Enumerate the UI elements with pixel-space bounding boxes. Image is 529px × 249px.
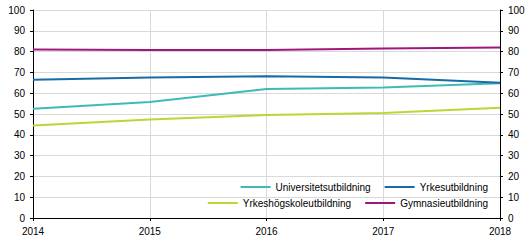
svg-text:60: 60 <box>14 88 26 99</box>
svg-text:100: 100 <box>508 5 525 16</box>
svg-text:40: 40 <box>508 129 520 140</box>
svg-text:80: 80 <box>14 46 26 57</box>
svg-text:90: 90 <box>14 25 26 36</box>
svg-text:60: 60 <box>508 88 520 99</box>
svg-text:30: 30 <box>508 150 520 161</box>
svg-text:0: 0 <box>508 213 514 224</box>
svg-text:Universitetsutbildning: Universitetsutbildning <box>276 182 371 193</box>
svg-text:2014: 2014 <box>22 226 45 237</box>
svg-text:70: 70 <box>508 67 520 78</box>
svg-text:50: 50 <box>508 109 520 120</box>
svg-text:2017: 2017 <box>372 226 395 237</box>
svg-text:2018: 2018 <box>489 226 512 237</box>
svg-text:10: 10 <box>14 192 26 203</box>
svg-text:80: 80 <box>508 46 520 57</box>
svg-text:40: 40 <box>14 129 26 140</box>
svg-text:2015: 2015 <box>139 226 162 237</box>
svg-text:90: 90 <box>508 25 520 36</box>
svg-text:10: 10 <box>508 192 520 203</box>
svg-text:Gymnasieutbildning: Gymnasieutbildning <box>400 198 488 209</box>
svg-text:70: 70 <box>14 67 26 78</box>
svg-text:30: 30 <box>14 150 26 161</box>
svg-text:Yrkesutbildning: Yrkesutbildning <box>420 182 488 193</box>
svg-text:20: 20 <box>508 171 520 182</box>
svg-text:50: 50 <box>14 109 26 120</box>
svg-text:20: 20 <box>14 171 26 182</box>
svg-text:100: 100 <box>8 5 25 16</box>
svg-text:2016: 2016 <box>255 226 278 237</box>
svg-text:0: 0 <box>19 213 25 224</box>
svg-text:Yrkeshögskoleutbildning: Yrkeshögskoleutbildning <box>243 198 351 209</box>
